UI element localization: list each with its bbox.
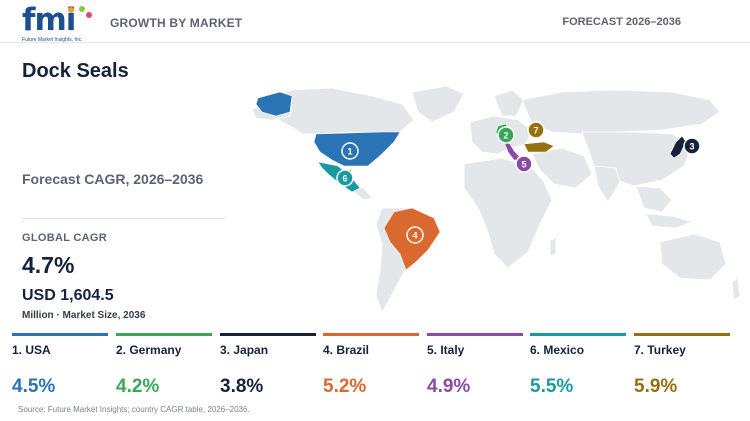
country-bar [530,333,626,336]
marker-2: 2 [497,126,515,144]
madagascar-region [549,237,557,257]
africa-region [463,157,553,269]
header-title: GROWTH BY MARKET [110,16,243,30]
new-zealand-region [731,277,741,301]
country-cagr: 5.5% [530,376,574,397]
marker-5: 5 [515,155,533,173]
australia-region [659,233,727,281]
country-bar [116,333,212,336]
marker-6: 6 [336,169,354,187]
marker-5-label: 5 [521,160,526,170]
marker-3: 3 [683,137,701,155]
marker-1: 1 [341,142,359,160]
global-cagr-label: GLOBAL CAGR [22,232,107,244]
marker-4: 4 [406,226,424,244]
country-bar [427,333,523,336]
marker-3-label: 3 [689,142,694,152]
marker-7: 7 [527,121,545,139]
country-name: 6. Mexico [530,343,585,357]
country-name: 3. Japan [220,343,269,357]
header-forecast: FORECAST 2026–2036 [562,16,681,28]
country-bar [323,333,419,336]
source-note: Source: Future Market Insights; country … [18,405,250,414]
country-card-germany: 2. Germany 4.2% [116,333,212,401]
logo-dot-icon [68,7,74,13]
japan-shape [669,135,687,159]
divider [22,218,225,219]
market-size-caption: Million · Market Size, 2036 [22,310,146,321]
market-size-value: USD 1,604.5 [22,287,114,304]
country-card-mexico: 6. Mexico 5.5% [530,333,626,401]
scandinavia-region [493,89,525,117]
logo-dot-icon [86,12,92,18]
cagr-heading: Forecast CAGR, 2026–2036 [22,171,204,187]
page-title: Dock Seals [22,60,129,82]
country-card-usa: 1. USA 4.5% [12,333,108,401]
country-cagr: 4.9% [427,376,471,397]
world-map: 1 2 3 4 5 6 7 [251,85,741,313]
russia-region [521,89,721,135]
middle-east-region [531,147,593,189]
country-card-turkey: 7. Turkey 5.9% [634,333,730,401]
logo-tagline: Future Market Insights, Inc. [22,37,83,43]
marker-7-label: 7 [533,126,538,136]
country-name: 5. Italy [427,343,465,357]
marker-1-label: 1 [347,147,352,157]
southeast-asia-region [635,185,673,213]
country-cagr: 3.8% [220,376,264,397]
country-bar [220,333,316,336]
country-name: 7. Turkey [634,343,686,357]
indonesia-region [645,213,694,229]
greenland-region [411,85,465,123]
marker-4-label: 4 [412,231,417,241]
india-region [593,165,621,203]
country-bar [12,333,108,336]
country-cagr: 4.2% [116,376,160,397]
country-card-italy: 5. Italy 4.9% [427,333,523,401]
logo-dot-icon [79,6,85,12]
country-name: 4. Brazil [323,343,370,357]
country-name: 1. USA [12,343,51,357]
fmi-logo[interactable]: fmi Future Market Insights, Inc. [22,2,92,43]
marker-6-label: 6 [342,174,347,184]
country-cagr: 5.9% [634,376,678,397]
turkey-shape [523,141,555,153]
country-cagr: 5.2% [323,376,367,397]
header-bar: fmi Future Market Insights, Inc. GROWTH … [0,0,750,43]
country-name: 2. Germany [116,343,182,357]
country-bar [634,333,730,336]
global-cagr-value: 4.7% [22,252,75,278]
country-cagr: 4.5% [12,376,56,397]
logo-wordmark: fmi [22,2,76,38]
marker-2-label: 2 [503,131,508,141]
country-card-japan: 3. Japan 3.8% [220,333,316,401]
alaska-shape [255,91,293,117]
country-card-brazil: 4. Brazil 5.2% [323,333,419,401]
